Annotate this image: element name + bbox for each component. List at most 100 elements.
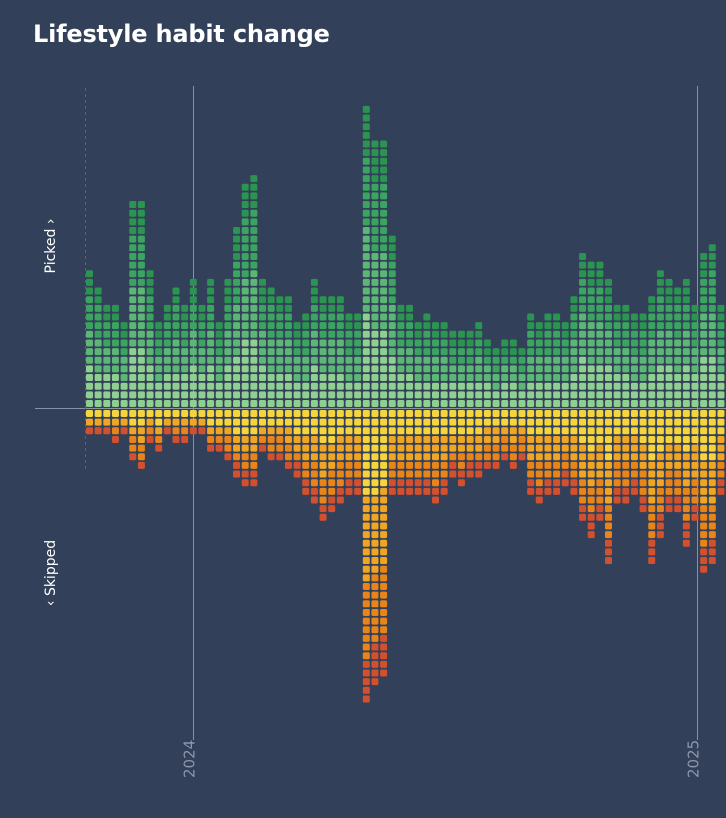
picked-dot [380, 287, 388, 295]
picked-dot [656, 339, 664, 347]
skipped-dot [665, 470, 673, 478]
picked-dot [613, 391, 621, 399]
skipped-dot [207, 427, 215, 435]
picked-dot [483, 339, 491, 347]
skipped-dot [155, 444, 163, 452]
picked-dot [414, 391, 422, 399]
skipped-dot [380, 591, 388, 599]
picked-dot [449, 382, 457, 390]
picked-dot [207, 304, 215, 312]
picked-dot [345, 339, 353, 347]
picked-dot [250, 304, 258, 312]
picked-dot [111, 374, 119, 382]
skipped-dot [371, 427, 379, 435]
skipped-dot [423, 487, 431, 495]
picked-dot [449, 391, 457, 399]
picked-dot [553, 365, 561, 373]
skipped-dot [665, 461, 673, 469]
picked-dot [553, 356, 561, 364]
picked-dot [94, 356, 102, 364]
skipped-dot [509, 453, 517, 461]
skipped-dot [362, 513, 370, 521]
week-column [483, 339, 491, 469]
picked-dot [674, 374, 682, 382]
skipped-dot [501, 427, 509, 435]
skipped-dot [535, 435, 543, 443]
picked-dot [371, 374, 379, 382]
picked-dot [129, 348, 137, 356]
picked-dot [708, 348, 716, 356]
picked-dot [276, 339, 284, 347]
picked-dot [155, 400, 163, 407]
skipped-dot [613, 470, 621, 478]
picked-dot [250, 296, 258, 304]
picked-dot [682, 382, 690, 390]
skipped-dot [449, 444, 457, 452]
picked-dot [570, 365, 578, 373]
skipped-dot [414, 461, 422, 469]
picked-dot [423, 391, 431, 399]
picked-dot [163, 400, 171, 407]
skipped-dot [336, 435, 344, 443]
picked-dot [518, 382, 526, 390]
week-column [388, 235, 396, 495]
picked-dot [483, 391, 491, 399]
picked-dot [665, 287, 673, 295]
picked-dot [103, 382, 111, 390]
skipped-dot [362, 435, 370, 443]
skipped-dot [613, 487, 621, 495]
picked-dot [682, 278, 690, 286]
skipped-dot [518, 427, 526, 435]
picked-dot [224, 278, 232, 286]
picked-dot [233, 278, 241, 286]
skipped-dot [700, 470, 708, 478]
picked-dot [354, 313, 362, 321]
picked-dot [414, 339, 422, 347]
picked-dot [397, 356, 405, 364]
skipped-dot [163, 427, 171, 435]
picked-dot [207, 400, 215, 407]
skipped-dot [319, 461, 327, 469]
picked-dot [362, 114, 370, 122]
skipped-dot [371, 574, 379, 582]
skipped-dot [336, 427, 344, 435]
skipped-dot [613, 418, 621, 426]
skipped-dot [423, 479, 431, 487]
picked-dot [630, 322, 638, 330]
skipped-dot [605, 453, 612, 461]
skipped-dot [561, 470, 569, 478]
picked-dot [691, 382, 699, 390]
picked-dot [293, 348, 301, 356]
skipped-dot [622, 418, 630, 426]
x-tick-labels: 2024 2025 [181, 740, 703, 778]
picked-dot [656, 400, 664, 407]
picked-dot [700, 400, 708, 407]
picked-dot [207, 313, 215, 321]
skipped-dot [293, 444, 301, 452]
picked-dot [120, 382, 128, 390]
picked-dot [276, 391, 284, 399]
picked-dot [241, 313, 249, 321]
skipped-dot [371, 591, 379, 599]
picked-dot [172, 339, 180, 347]
picked-dot [129, 252, 137, 260]
picked-dot [103, 313, 111, 321]
skipped-dot [207, 410, 215, 417]
picked-dot [129, 400, 137, 407]
skipped-dot [129, 410, 137, 417]
picked-dot [561, 330, 569, 338]
skipped-dot [509, 435, 517, 443]
skipped-dot [605, 505, 612, 513]
picked-dot [613, 313, 621, 321]
picked-dot [137, 244, 145, 252]
picked-dot [535, 330, 543, 338]
picked-dot [708, 261, 716, 269]
picked-dot [103, 374, 111, 382]
skipped-dot [691, 513, 699, 521]
skipped-dot [622, 496, 630, 504]
skipped-dot [457, 453, 465, 461]
skipped-dot [665, 505, 673, 513]
picked-dot [103, 339, 111, 347]
picked-dot [665, 304, 673, 312]
picked-dot [362, 313, 370, 321]
